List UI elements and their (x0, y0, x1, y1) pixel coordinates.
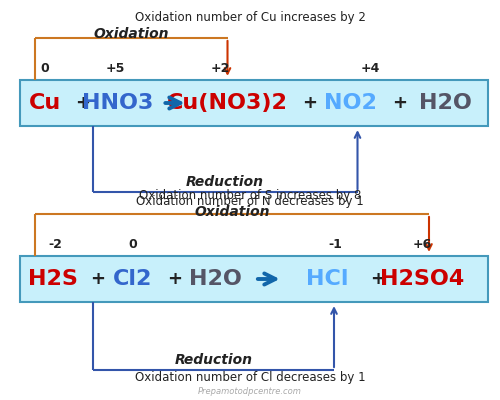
Text: +4: +4 (360, 62, 380, 75)
Text: Oxidation number of S increases by 8: Oxidation number of S increases by 8 (139, 190, 361, 202)
Text: Reduction: Reduction (174, 353, 252, 367)
Text: Cu(NO3)2: Cu(NO3)2 (167, 93, 288, 113)
Text: Reduction: Reduction (186, 175, 264, 189)
Text: +: + (370, 270, 385, 288)
Text: +: + (392, 94, 407, 112)
Text: Oxidation number of Cu increases by 2: Oxidation number of Cu increases by 2 (134, 12, 366, 24)
Text: +2: +2 (210, 62, 230, 75)
Text: H2SO4: H2SO4 (380, 269, 464, 289)
Text: +: + (168, 270, 182, 288)
Text: HCl: HCl (306, 269, 349, 289)
Text: H2S: H2S (28, 269, 78, 289)
Text: 0: 0 (128, 238, 137, 251)
Text: +6: +6 (413, 238, 432, 251)
Text: H2O: H2O (188, 269, 242, 289)
Text: -2: -2 (48, 238, 62, 251)
Text: +5: +5 (106, 62, 124, 75)
Text: Prepamotodpcentre.com: Prepamotodpcentre.com (198, 387, 302, 396)
Text: Oxidation number of Cl decreases by 1: Oxidation number of Cl decreases by 1 (134, 372, 366, 384)
Text: +: + (75, 94, 90, 112)
Text: Oxidation: Oxidation (94, 27, 169, 41)
Text: +: + (302, 94, 318, 112)
Text: Cu: Cu (29, 93, 61, 113)
Text: NO2: NO2 (324, 93, 376, 113)
Text: H2O: H2O (418, 93, 472, 113)
Text: +: + (90, 270, 105, 288)
Text: Cl2: Cl2 (113, 269, 152, 289)
FancyBboxPatch shape (20, 80, 487, 126)
FancyBboxPatch shape (20, 256, 487, 302)
Text: 0: 0 (40, 62, 50, 75)
Text: HNO3: HNO3 (82, 93, 153, 113)
Text: Oxidation number of N decreases by 1: Oxidation number of N decreases by 1 (136, 196, 364, 208)
Text: -1: -1 (328, 238, 342, 251)
Text: Oxidation: Oxidation (194, 205, 270, 219)
